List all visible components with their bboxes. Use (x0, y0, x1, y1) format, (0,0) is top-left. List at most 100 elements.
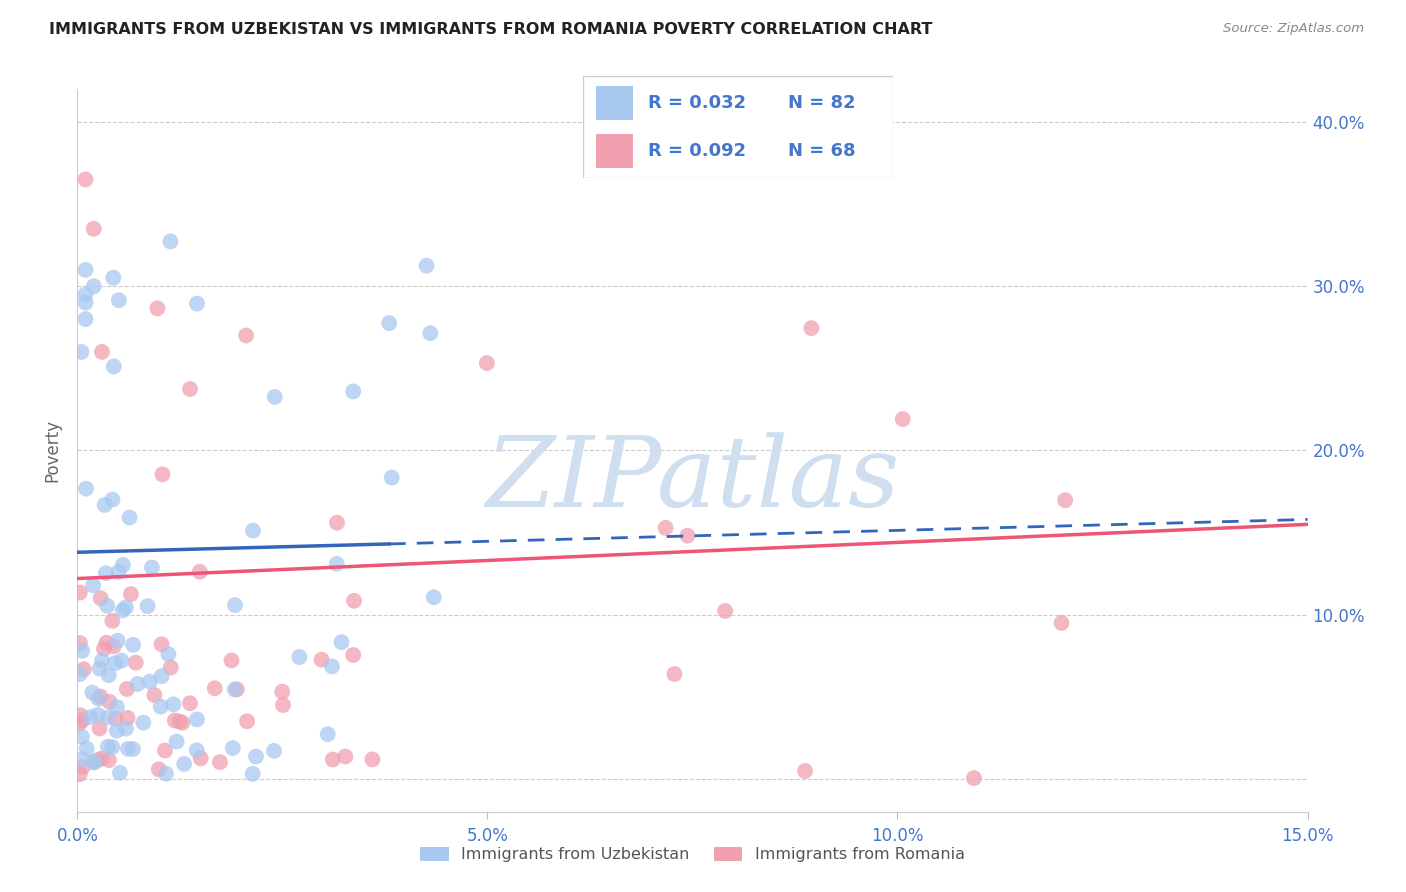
Point (139, 674, 162, 689)
Point (288, 650, 311, 665)
Point (107, 633, 129, 648)
Point (159, 235, 181, 249)
Point (89, 662, 111, 676)
Point (72, 760, 94, 774)
Point (415, 259, 437, 273)
Point (96, 599, 118, 613)
Point (83, 221, 105, 235)
FancyBboxPatch shape (596, 87, 633, 120)
Point (664, 667, 686, 681)
Point (419, 326, 441, 341)
Point (89, 690, 111, 704)
Point (70, 730, 93, 744)
Text: Source: ZipAtlas.com: Source: ZipAtlas.com (1223, 22, 1364, 36)
Point (75, 262, 97, 277)
Point (186, 296, 208, 310)
Point (90, 591, 112, 606)
Point (1050, 615, 1073, 630)
Point (204, 681, 226, 696)
Point (93, 641, 115, 656)
Point (104, 656, 127, 670)
Point (169, 714, 191, 729)
Point (163, 714, 186, 728)
Point (115, 681, 138, 696)
Point (83, 755, 105, 769)
Point (70, 644, 93, 658)
Point (72, 752, 94, 766)
Point (423, 591, 446, 605)
Point (221, 653, 243, 667)
Point (335, 749, 357, 764)
Text: N = 82: N = 82 (787, 94, 855, 112)
Point (242, 524, 264, 538)
Point (186, 712, 208, 726)
Point (224, 682, 246, 697)
Point (225, 682, 247, 697)
Point (93, 498, 115, 512)
Point (122, 638, 145, 652)
Point (343, 593, 366, 607)
Point (107, 565, 129, 579)
Point (117, 711, 139, 725)
Point (155, 766, 177, 780)
Point (235, 328, 257, 343)
Point (381, 470, 404, 484)
Point (224, 598, 246, 612)
Point (654, 521, 676, 535)
Point (127, 677, 149, 691)
Point (311, 653, 333, 667)
Point (342, 648, 364, 662)
Point (96, 636, 118, 650)
Point (110, 654, 132, 668)
Point (125, 656, 148, 670)
Point (794, 764, 817, 778)
Point (101, 492, 124, 507)
Point (90, 345, 114, 359)
Point (105, 700, 128, 714)
Point (222, 741, 245, 756)
Point (157, 647, 180, 661)
Point (97, 739, 120, 754)
Point (69, 585, 91, 599)
Point (132, 715, 155, 730)
Point (82, 578, 104, 592)
Point (94, 566, 117, 581)
Point (91, 653, 114, 667)
Point (186, 743, 208, 757)
Point (83, 756, 105, 770)
Point (103, 270, 125, 285)
Point (79, 710, 101, 724)
Point (676, 528, 699, 542)
Point (330, 635, 353, 649)
Point (108, 293, 131, 308)
Point (98, 695, 121, 709)
Point (179, 382, 201, 396)
Point (101, 614, 124, 628)
Point (76, 741, 98, 756)
Point (800, 321, 823, 335)
Point (111, 558, 134, 572)
Point (108, 765, 131, 780)
Point (153, 743, 176, 757)
Point (188, 565, 211, 579)
Point (891, 412, 914, 426)
FancyBboxPatch shape (583, 76, 893, 178)
Point (190, 751, 212, 765)
Point (75, 482, 97, 496)
Point (322, 752, 344, 766)
Point (105, 723, 128, 738)
Point (166, 734, 188, 748)
Point (141, 560, 163, 574)
Point (149, 699, 172, 714)
Point (242, 767, 264, 781)
Point (326, 516, 349, 530)
Point (121, 742, 143, 756)
Text: ZIPatlas: ZIPatlas (485, 432, 900, 527)
Point (69, 667, 91, 681)
Point (136, 599, 159, 613)
Point (179, 696, 201, 710)
Point (69, 636, 91, 650)
Point (117, 741, 139, 756)
Point (75, 295, 97, 310)
Point (245, 749, 267, 764)
